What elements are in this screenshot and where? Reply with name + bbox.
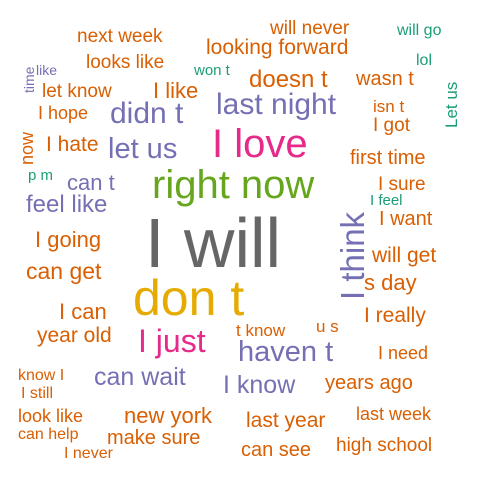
word-looking-forward: looking forward [206, 36, 349, 59]
word-years-ago: years ago [325, 372, 413, 394]
word-make-sure: make sure [107, 427, 201, 449]
word-i-will: I will [145, 204, 282, 282]
word-i-can: I can [59, 299, 107, 324]
word-lol: lol [416, 52, 433, 69]
word-i-sure: I sure [378, 174, 426, 195]
word-s-day: s day [364, 270, 417, 295]
word-i-want: I want [379, 208, 433, 230]
word-i-never: I never [64, 445, 113, 462]
word-time: time [21, 66, 37, 93]
word-can-get: can get [26, 258, 102, 284]
word-look-like: look like [18, 406, 84, 426]
word-year-old: year old [37, 324, 112, 347]
word-u-s: u s [316, 317, 339, 336]
word-will-go: will go [397, 22, 442, 39]
word-didnt: didn t [110, 97, 184, 130]
word-i-really: I really [364, 304, 426, 327]
word-doesnt: doesn t [249, 66, 328, 93]
word-will-get: will get [372, 244, 437, 267]
word-i-hope: I hope [38, 103, 89, 123]
word-now: now [17, 131, 37, 165]
word-cant: can t [67, 170, 115, 195]
word-i-going: I going [35, 227, 102, 252]
word-last-year: last year [246, 409, 326, 432]
word-let-know: let know [42, 81, 112, 102]
word-can-see: can see [241, 439, 312, 461]
word-new-york: new york [124, 403, 213, 428]
word-wont: won t [194, 62, 230, 79]
word-dont: don t [133, 270, 245, 326]
word-high-school: high school [336, 435, 433, 456]
word-can-wait: can wait [94, 363, 186, 391]
word-last-night: last night [216, 88, 337, 121]
word-let-us: let us [108, 133, 178, 165]
word-i-need: I need [378, 343, 429, 363]
word-t-know: t know [236, 321, 286, 340]
word-let-us-vertical: Let us [442, 81, 461, 128]
word-i-got: I got [373, 115, 410, 136]
word-right-now: right now [152, 163, 315, 207]
word-next-week: next week [77, 26, 163, 47]
word-i-still: I still [21, 385, 53, 402]
word-i-just: I just [138, 323, 206, 359]
word-isnt: isn t [373, 97, 405, 116]
word-feel-like: feel like [26, 191, 108, 218]
word-will-never: will never [270, 18, 350, 39]
word-p-m: p m [28, 167, 54, 184]
word-last-week: last week [356, 404, 432, 424]
word-can-help: can help [18, 426, 79, 443]
word-havent: haven t [238, 336, 334, 368]
word-like: like [36, 62, 58, 78]
word-i-feel: I feel [370, 192, 403, 209]
word-i-love: I love [212, 122, 308, 166]
word-first-time: first time [350, 147, 426, 169]
word-know-i: know I [18, 367, 65, 384]
word-wasnt: wasn t [356, 68, 414, 90]
word-looks-like: looks like [86, 52, 165, 73]
word-i-like: I like [153, 78, 199, 103]
word-i-know: I know [223, 371, 296, 399]
word-i-hate: I hate [46, 133, 99, 156]
